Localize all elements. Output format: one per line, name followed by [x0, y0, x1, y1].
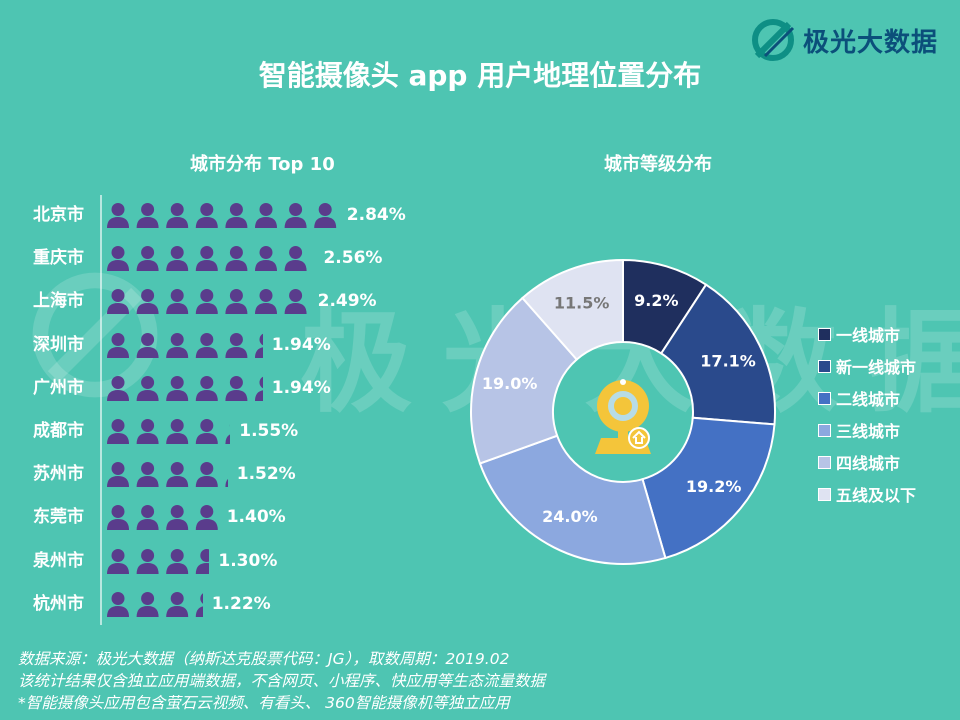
page-title: 智能摄像头 app 用户地理位置分布 — [258, 59, 702, 92]
city-bar — [107, 461, 228, 488]
legend-swatch — [818, 391, 831, 405]
brand-logo: 极光大数据 — [749, 16, 938, 64]
donut-slice — [521, 258, 624, 361]
donut-legend: 一线城市新一线城市二线城市三线城市四线城市五线及以下 — [818, 318, 916, 510]
city-label: 苏州市 — [33, 464, 84, 485]
bar-chart-title: 城市分布 Top 10 — [190, 154, 335, 175]
city-bar — [107, 332, 263, 358]
footer-source: 数据来源：极光大数据（纳斯达克股票代码：JG），取数周期：2019.02 — [18, 650, 510, 668]
city-bar — [107, 245, 315, 272]
donut-slice-label: 19.0% — [482, 374, 538, 393]
legend-label: 二线城市 — [836, 390, 901, 409]
legend-swatch — [818, 455, 831, 469]
city-label: 杭州市 — [33, 593, 84, 614]
city-bar — [107, 548, 210, 574]
city-value-label: 1.30% — [218, 550, 278, 571]
legend-label: 三线城市 — [836, 422, 901, 441]
legend-label: 新一线城市 — [836, 358, 917, 377]
donut-slice-label: 17.1% — [700, 352, 756, 371]
donut-slice-label: 9.2% — [634, 291, 678, 310]
city-label: 重庆市 — [33, 248, 84, 269]
bar-chart-axis — [100, 195, 102, 625]
footer-notes: 数据来源：极光大数据（纳斯达克股票代码：JG），取数周期：2019.02 该统计… — [18, 648, 545, 714]
city-bar — [107, 288, 309, 315]
city-value-label: 2.84% — [346, 205, 406, 225]
footer-app-note: *智能摄像头应用包含萤石云视频、有看头、 360智能摄像机等独立应用 — [18, 694, 510, 712]
city-tier-donut-chart: 9.2% 17.1% 19.2% 24.0% 19.0% 11.5% — [470, 258, 776, 565]
city-value-label: 1.52% — [236, 464, 296, 485]
city-bar — [107, 504, 218, 531]
footer-scope-note: 该统计结果仅含独立应用端数据，不含网页、小程序、快应用等生态流量数据 — [18, 672, 546, 690]
legend-swatch — [818, 487, 831, 501]
city-value-label: 1.94% — [271, 377, 331, 398]
legend-label: 四线城市 — [836, 454, 901, 473]
brand-name: 极光大数据 — [802, 27, 938, 58]
legend-item: 一线城市 — [818, 318, 916, 350]
city-label: 广州市 — [33, 377, 84, 398]
city-value-label: 2.56% — [323, 248, 383, 269]
city-value-label: 1.94% — [271, 334, 331, 355]
city-bar — [107, 418, 231, 444]
legend-label: 五线及以下 — [836, 486, 917, 505]
donut-slice — [478, 434, 667, 565]
city-bar — [107, 375, 263, 401]
city-label: 深圳市 — [33, 334, 84, 355]
city-label: 成都市 — [33, 421, 84, 441]
city-bar — [107, 202, 338, 228]
city-label: 东莞市 — [33, 507, 84, 528]
donut-slice — [470, 296, 579, 465]
legend-label: 一线城市 — [836, 326, 901, 345]
jiguang-logo-icon — [751, 19, 795, 61]
city-bar — [107, 591, 203, 617]
donut-slice — [659, 283, 776, 426]
city-value-label: 1.55% — [239, 421, 299, 441]
city-label: 北京市 — [33, 205, 84, 225]
city-value-label: 1.22% — [211, 593, 271, 614]
city-value-label: 1.40% — [226, 507, 286, 528]
donut-chart-title: 城市等级分布 — [604, 154, 712, 175]
legend-swatch — [818, 327, 831, 341]
donut-slice — [641, 416, 776, 560]
donut-slice-label: 19.2% — [686, 477, 742, 496]
legend-item: 二线城市 — [818, 382, 916, 414]
donut-slice-label: 24.0% — [542, 507, 598, 526]
webcam-icon — [595, 379, 651, 454]
legend-item: 新一线城市 — [818, 350, 916, 382]
donut-slice-label: 11.5% — [554, 294, 610, 313]
legend-item: 五线及以下 — [818, 478, 916, 510]
city-value-label: 2.49% — [317, 291, 377, 312]
legend-item: 四线城市 — [818, 446, 916, 478]
legend-swatch — [818, 359, 831, 373]
legend-swatch — [818, 423, 831, 437]
legend-item: 三线城市 — [818, 414, 916, 446]
city-label: 泉州市 — [33, 550, 84, 571]
city-label: 上海市 — [33, 291, 84, 312]
